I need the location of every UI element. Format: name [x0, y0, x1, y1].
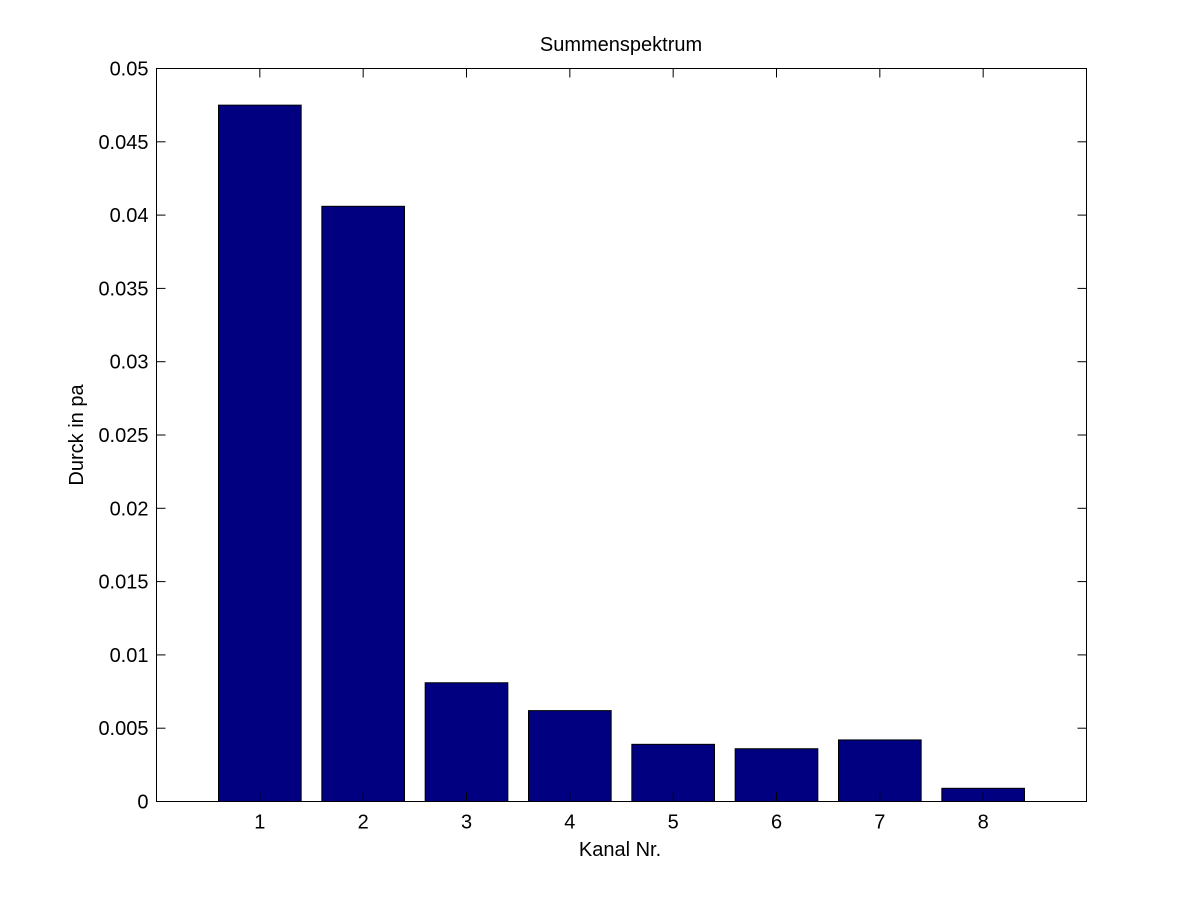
x-tick-label: 7	[874, 812, 885, 834]
y-tick-label: 0	[137, 792, 148, 814]
y-tick-label: 0.05	[110, 59, 149, 81]
x-tick-label: 6	[771, 812, 782, 834]
bar-kanal-1	[218, 104, 302, 802]
y-tick-label: 0.005	[98, 718, 148, 740]
ticks-layer	[156, 68, 1087, 802]
y-tick-label: 0.04	[110, 205, 149, 227]
y-axis-label: Durck in pa	[66, 384, 88, 486]
x-tick-label: 3	[461, 812, 472, 834]
bar-kanal-4	[528, 710, 612, 802]
y-tick-label: 0.01	[110, 645, 149, 667]
bar-kanal-7	[838, 739, 922, 802]
x-axis-label: Kanal Nr.	[579, 839, 661, 861]
chart-title: Summenspektrum	[540, 34, 702, 56]
y-tick-label: 0.035	[98, 278, 148, 300]
bar-kanal-2	[321, 205, 406, 802]
x-tick-label: 4	[564, 812, 575, 834]
x-tick-label: 2	[358, 812, 369, 834]
bars-layer	[218, 104, 1025, 803]
plot-frame	[156, 68, 1087, 802]
x-tick-label: 8	[978, 812, 989, 834]
x-tick-label: 5	[668, 812, 679, 834]
y-tick-label: 0.045	[98, 132, 148, 154]
bar-kanal-3	[424, 682, 509, 803]
y-tick-label: 0.03	[110, 352, 149, 374]
y-tick-label: 0.015	[98, 572, 148, 594]
x-tick-label: 1	[254, 812, 265, 834]
y-tick-label: 0.02	[110, 498, 149, 520]
tick-labels-layer: 1 2 3 4 5 6 7 8 0 0.005 0.01 0.015 0.02 0.025 0.03 0.03…	[98, 59, 988, 834]
y-tick-label: 0.025	[98, 425, 148, 447]
